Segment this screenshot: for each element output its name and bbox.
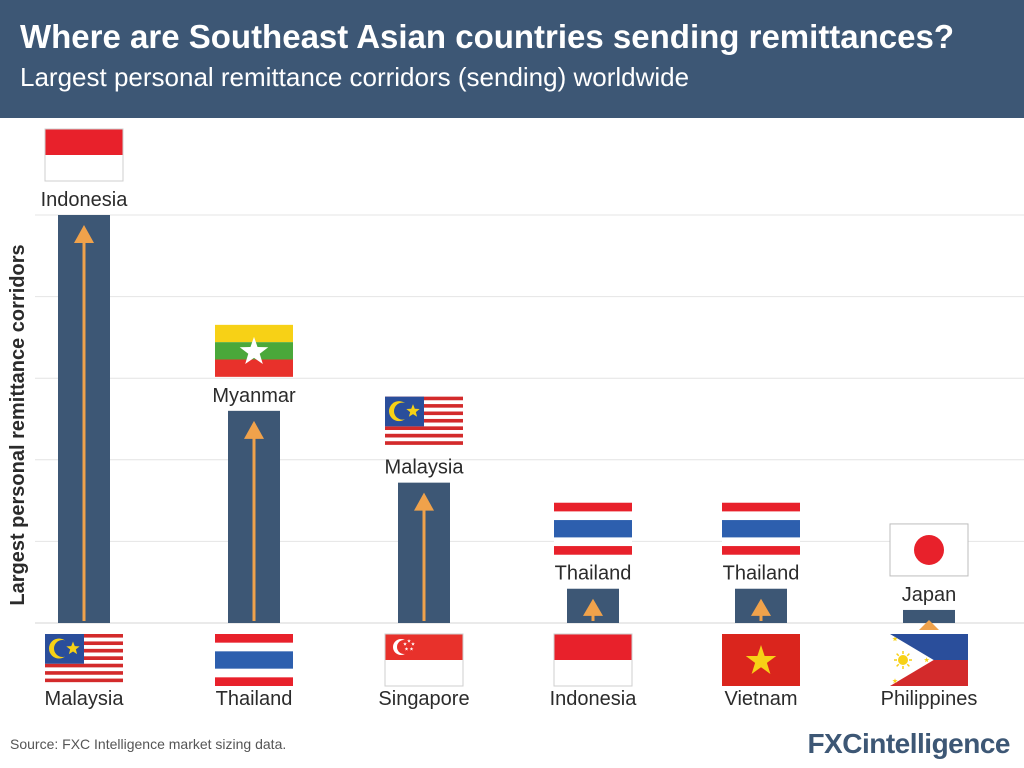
singapore-flag-icon (384, 633, 464, 687)
indonesia-flag-icon (553, 633, 633, 687)
philippines-flag-icon (890, 634, 968, 686)
category-label: Malaysia (45, 688, 125, 710)
destination-label: Thailand (723, 563, 800, 585)
destination-label: Myanmar (212, 385, 296, 407)
indonesia-flag-icon (44, 128, 124, 182)
arrow-head (244, 420, 264, 439)
arrow-head (414, 492, 434, 511)
malaysia-flag-icon (45, 634, 123, 686)
category-label: Singapore (378, 688, 469, 710)
arrow-head (919, 619, 939, 630)
destination-label: Indonesia (41, 189, 129, 211)
malaysia-flag-icon (385, 396, 463, 449)
chart-subtitle: Largest personal remittance corridors (s… (20, 62, 690, 92)
arrow-head (74, 225, 94, 243)
brand-logo: FXCintelligence (807, 728, 1010, 759)
source-note: Source: FXC Intelligence market sizing d… (10, 736, 287, 752)
category-label: Vietnam (724, 688, 797, 710)
arrow-head (583, 598, 603, 616)
destination-label: Japan (902, 584, 957, 606)
thailand-flag-icon (215, 634, 293, 686)
destination-label: Malaysia (385, 457, 465, 479)
vietnam-flag-icon (722, 634, 800, 686)
myanmar-flag-icon (215, 324, 293, 377)
chart-header: Where are Southeast Asian countries send… (0, 0, 1024, 118)
category-label: Indonesia (550, 688, 638, 710)
remittance-chart: Indonesia Malaysia Myanmar Thailand Malaysia… (35, 128, 1024, 710)
destination-label: Thailand (555, 563, 632, 585)
bar (903, 609, 955, 623)
arrow-head (751, 598, 771, 616)
category-label: Philippines (881, 688, 978, 710)
category-label: Thailand (216, 688, 293, 710)
thailand-flag-icon (554, 502, 632, 555)
thailand-flag-icon (722, 502, 800, 555)
chart-title: Where are Southeast Asian countries send… (20, 18, 955, 55)
japan-flag-icon (889, 523, 969, 577)
